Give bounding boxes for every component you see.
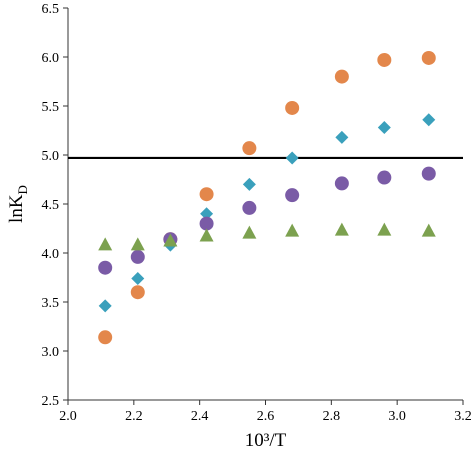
- x-axis-ticks: 2.0 2.2 2.4 2.6 2.8 3.0 3.2: [59, 400, 472, 424]
- series-2-point: [285, 151, 299, 165]
- series-3-point: [242, 200, 257, 215]
- series-3-point: [199, 216, 214, 231]
- series-1-point: [377, 52, 392, 67]
- series-4-point: [130, 237, 145, 251]
- y-tick-label: 4.5: [42, 198, 60, 213]
- y-tick-label: 2.5: [42, 394, 60, 409]
- y-tick-label: 3.0: [42, 345, 60, 360]
- series-3-point: [334, 176, 349, 191]
- series-4-point: [421, 223, 436, 237]
- series-1-point: [421, 50, 436, 65]
- series-4-point: [98, 237, 113, 251]
- series-2-point: [242, 177, 256, 191]
- x-tick-label: 2.0: [59, 409, 77, 424]
- x-tick-label: 3.2: [454, 409, 472, 424]
- data-points: [98, 50, 436, 345]
- series-2-point: [335, 130, 349, 144]
- series-2-point: [422, 113, 436, 127]
- y-tick-label: 3.5: [42, 296, 60, 311]
- y-axis-title: lnKD: [6, 185, 30, 223]
- series-2-point: [377, 121, 391, 135]
- y-axis-title-main: lnK: [6, 194, 27, 223]
- series-3-point: [377, 170, 392, 185]
- series-3-point: [421, 166, 436, 181]
- series-1-point: [130, 285, 145, 300]
- x-tick-label: 3.0: [388, 409, 406, 424]
- series-3-point: [98, 260, 113, 275]
- series-4-point: [377, 222, 392, 236]
- y-tick-label: 4.0: [42, 247, 60, 262]
- series-4-point: [163, 233, 178, 247]
- y-axis-ticks: 2.5 3.0 3.5 4.0 4.5 5.0 5.5 6.0 6.5: [42, 2, 68, 409]
- series-2-point: [98, 299, 112, 313]
- series-4-point: [334, 222, 349, 236]
- plot-area: [67, 8, 463, 401]
- y-axis-title-subscript: D: [15, 185, 30, 194]
- series-2-point: [200, 207, 214, 221]
- series-4-point: [242, 225, 257, 239]
- y-tick-label: 6.0: [42, 51, 60, 66]
- series-1-point: [98, 330, 113, 345]
- series-4-point: [199, 228, 214, 242]
- series-1-point: [334, 69, 349, 84]
- series-3-point: [285, 188, 300, 203]
- x-tick-label: 2.8: [323, 409, 341, 424]
- x-tick-label: 2.6: [257, 409, 275, 424]
- series-1-point: [199, 187, 214, 202]
- series-3-point: [130, 249, 145, 264]
- x-tick-label: 2.4: [191, 409, 209, 424]
- x-axis-title: 10³/T: [245, 430, 287, 451]
- series-1-point: [285, 100, 300, 115]
- series-1-point: [242, 141, 257, 156]
- y-tick-label: 5.0: [42, 149, 60, 164]
- x-tick-label: 2.2: [125, 409, 143, 424]
- series-4-point: [285, 223, 300, 237]
- y-tick-label: 5.5: [42, 100, 60, 115]
- series-2-point: [131, 271, 145, 285]
- y-tick-label: 6.5: [42, 2, 60, 17]
